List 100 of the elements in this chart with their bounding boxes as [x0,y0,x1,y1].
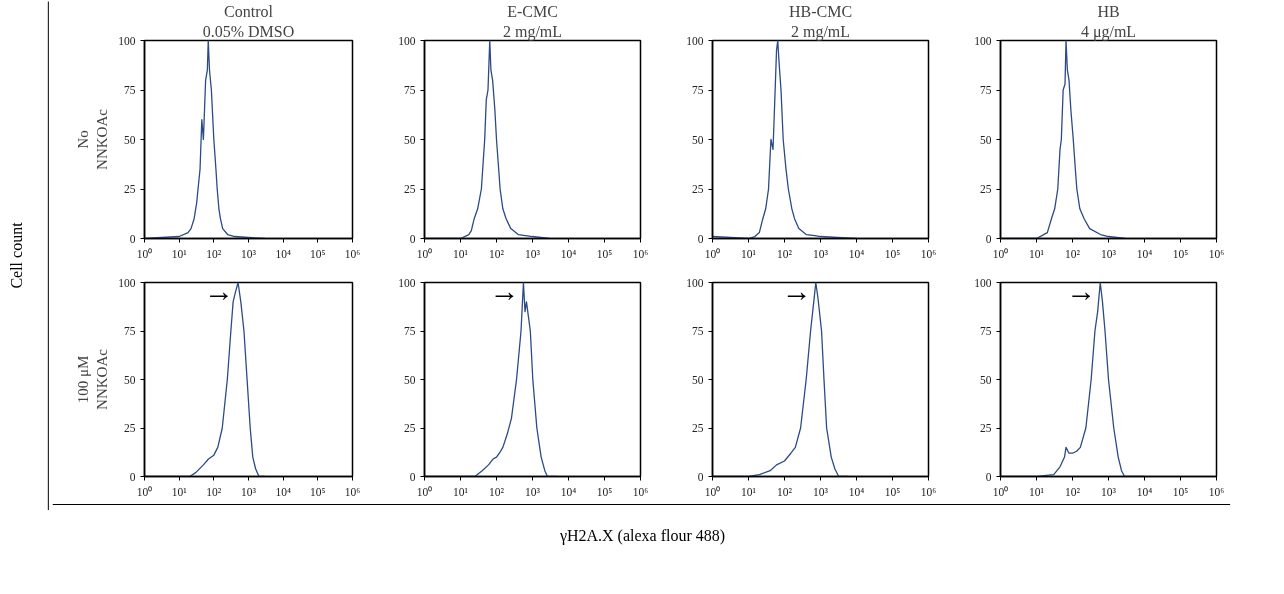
y-tick-label: 0 [409,470,416,483]
x-tick-label: 10⁵ [884,247,901,260]
x-tick-label: 10⁴ [1136,485,1153,498]
x-tick-label: 10⁰ [136,485,153,498]
y-tick-label: 25 [404,422,416,434]
y-tick-label: 0 [409,232,416,245]
x-tick-label: 10⁴ [848,485,865,498]
text: Cell count [7,221,25,289]
y-tick-label: 50 [980,133,992,146]
y-tick-label: 0 [697,232,704,245]
x-tick-label: 10⁰ [416,247,433,260]
x-tick-label: 10² [489,247,505,260]
text: γH2A.X (alexa flour 488) [558,527,726,545]
annotation: → [781,274,812,307]
annotation: → [1066,274,1097,307]
y-tick-label: 25 [124,183,136,195]
x-tick-label: 10⁵ [596,485,613,498]
chart-title: HB-CMC [788,2,853,20]
x-tick-label: 10⁰ [704,247,721,260]
x-tick-label: 10⁴ [848,247,865,260]
x-tick-label: 10¹ [741,485,757,498]
chart-subtitle: 2 mg/mL [790,22,851,41]
chart-subtitle: 4 μg/mL [1080,22,1137,41]
y-tick-label: 25 [404,183,416,195]
x-tick-label: 10⁶ [632,247,649,260]
y-tick-label: 75 [692,325,704,337]
chart-title: Control [224,2,274,20]
chart-title: E-CMC [507,2,558,20]
x-tick-label: 10⁰ [704,485,721,498]
x-tick-label: 10⁶ [920,247,937,260]
y-tick-label: 100 [974,34,992,47]
y-tick-label: 75 [404,84,416,96]
x-tick-label: 10⁶ [1208,485,1225,498]
y-tick-label: 50 [404,133,416,146]
x-tick-label: 10⁵ [310,247,326,260]
y-tick-label: 75 [980,84,992,96]
y-tick-label: 75 [124,84,136,96]
y-tick-label: 100 [686,276,704,289]
x-tick-label: 10³ [525,485,541,498]
x-tick-label: 10⁰ [992,247,1009,260]
y-tick-label: 50 [124,373,136,386]
x-tick-label: 10⁴ [560,485,577,498]
x-tick-label: 10⁵ [310,485,326,498]
y-tick-label: 25 [692,183,704,195]
x-tick-label: 10² [206,247,222,260]
x-tick-label: 10² [1065,247,1081,260]
x-tick-label: 10¹ [453,485,469,498]
y-tick-label: 0 [129,470,136,483]
x-tick-label: 10⁵ [1172,485,1189,498]
x-tick-label: 10³ [813,247,829,260]
x-tick-label: 10⁶ [920,485,937,498]
x-tick-label: 10⁵ [1172,247,1189,260]
x-tick-label: 10¹ [1029,247,1045,260]
x-tick-label: 10² [777,485,793,498]
y-tick-label: 25 [980,422,992,434]
y-tick-label: 50 [692,373,704,386]
x-tick-label: 10⁴ [1136,247,1153,260]
x-tick-label: 10⁴ [560,247,577,260]
x-tick-label: 10³ [525,247,541,260]
y-tick-label: 0 [985,232,992,245]
x-tick-label: 10⁶ [344,247,361,260]
x-tick-label: 10⁵ [884,485,901,498]
x-tick-label: 10¹ [171,485,188,498]
y-tick-label: 50 [124,133,136,146]
y-tick-label: 0 [129,232,136,245]
chart-subtitle: 0.05% DMSO [202,22,295,40]
x-tick-label: 10³ [241,247,257,260]
y-tick-label: 100 [686,34,704,47]
x-tick-label: 10¹ [1029,485,1045,498]
y-tick-label: 50 [692,133,704,146]
x-tick-label: 10⁰ [136,247,153,260]
x-tick-label: 10¹ [453,247,469,260]
x-tick-label: 10⁰ [416,485,433,498]
y-tick-label: 50 [980,373,992,386]
x-tick-label: 10⁰ [992,485,1009,498]
y-tick-label: 25 [692,422,704,434]
y-tick-label: 100 [398,34,416,47]
x-tick-label: 10² [206,485,222,498]
x-tick-label: 10³ [1101,485,1117,498]
x-tick-label: 10¹ [171,247,188,260]
x-tick-label: 10⁶ [632,485,649,498]
y-tick-label: 50 [404,373,416,386]
x-tick-label: 10¹ [741,247,757,260]
y-tick-label: 25 [980,183,992,195]
chart-subtitle: 2 mg/mL [502,22,563,41]
y-tick-label: 100 [974,276,992,289]
x-tick-label: 10³ [1101,247,1117,260]
y-tick-label: 0 [985,470,992,483]
x-tick-label: 10² [489,485,505,498]
y-axis-title: No NNKOAc [75,108,111,170]
y-tick-label: 75 [692,84,704,96]
x-tick-label: 10³ [813,485,829,498]
x-tick-label: 10² [777,247,793,260]
x-tick-label: 10² [1065,485,1081,498]
x-tick-label: 10⁴ [275,247,291,260]
x-tick-label: 10⁶ [1208,247,1225,260]
x-tick-label: 10³ [241,485,257,498]
chart-title: HB [1097,2,1120,20]
annotation: → [489,274,520,307]
y-tick-label: 0 [697,470,704,483]
